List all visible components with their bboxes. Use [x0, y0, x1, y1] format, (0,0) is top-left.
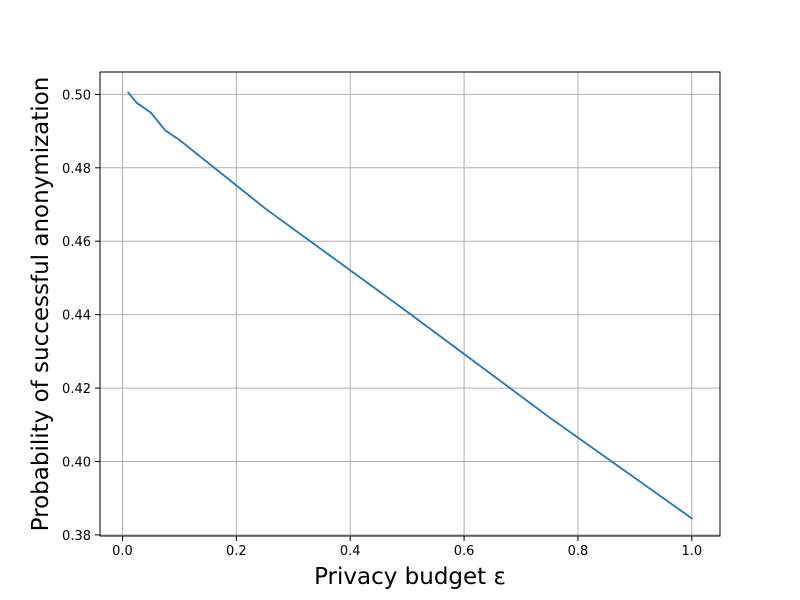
x-tick-label: 0.8 [568, 544, 589, 559]
y-tick-label: 0.50 [62, 88, 91, 103]
y-tick-label: 0.38 [62, 529, 91, 544]
y-tick-label: 0.42 [62, 382, 91, 397]
x-tick-label: 0.2 [226, 544, 247, 559]
y-tick-label: 0.44 [62, 309, 91, 324]
y-axis-ticks: 0.38 0.40 0.42 0.44 0.46 0.48 0.50 [62, 88, 100, 544]
y-axis-label: Probability of successful anonymization [28, 77, 54, 532]
x-tick-label: 0.0 [112, 544, 133, 559]
plot-area [126, 91, 694, 520]
x-axis-label: Privacy budget ε [314, 564, 506, 590]
y-tick-label: 0.46 [62, 235, 91, 250]
grid [100, 72, 720, 536]
x-tick-label: 1.0 [681, 544, 702, 559]
y-tick-label: 0.48 [62, 162, 91, 177]
y-tick-label: 0.40 [62, 455, 91, 470]
series-line [126, 91, 694, 520]
x-tick-label: 0.6 [454, 544, 475, 559]
x-tick-label: 0.4 [340, 544, 361, 559]
axes-frame [99, 71, 721, 537]
x-axis-ticks: 0.0 0.2 0.4 0.6 0.8 1.0 [112, 536, 702, 559]
